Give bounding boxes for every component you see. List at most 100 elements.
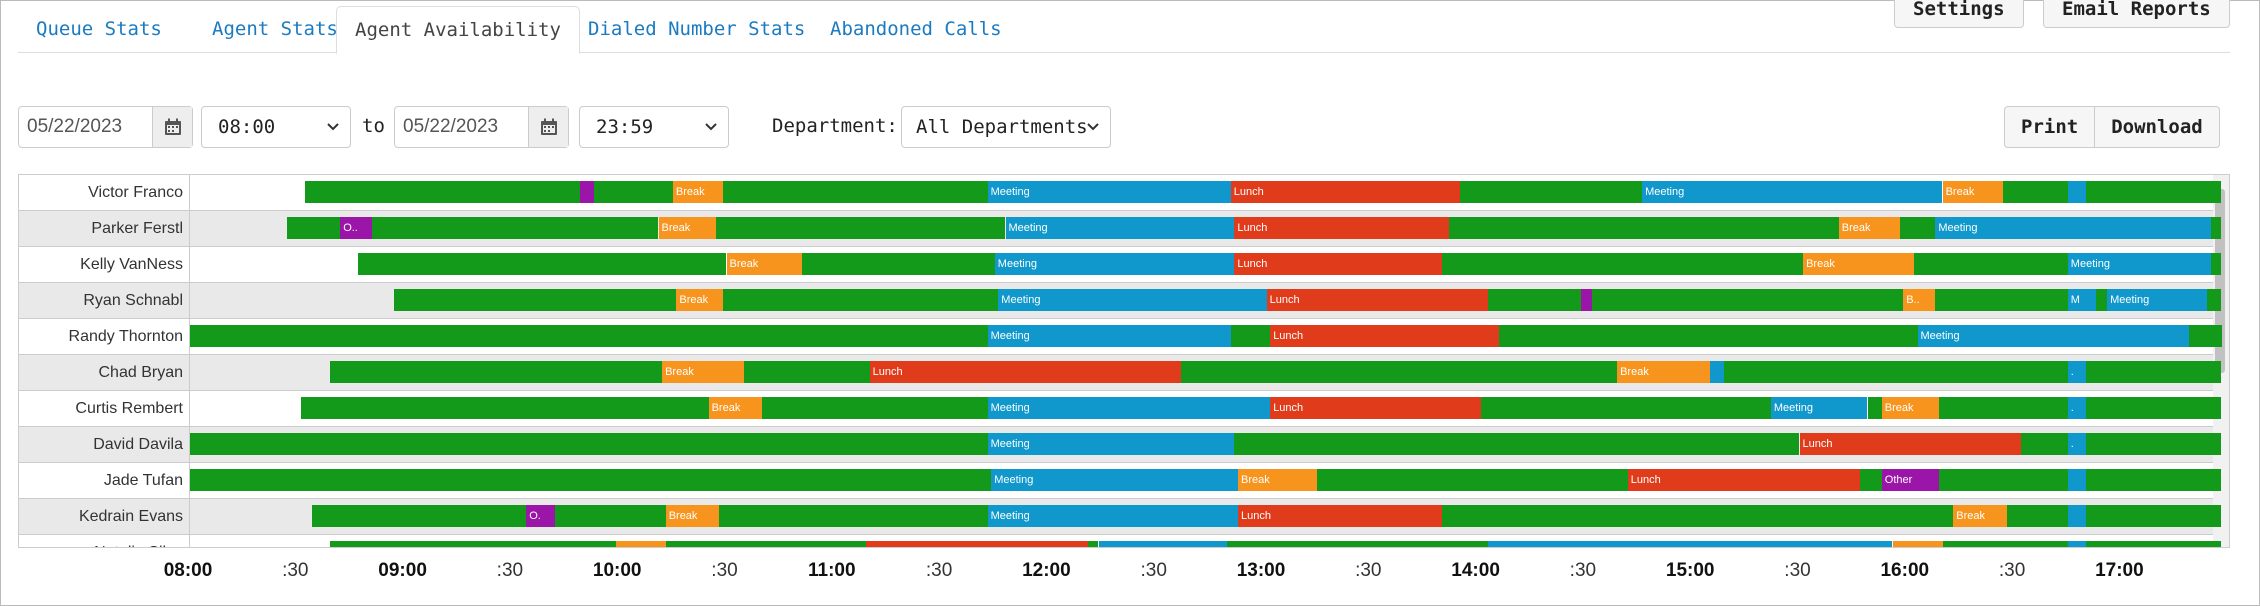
status-segment-available[interactable] [2085,469,2222,491]
status-segment-available[interactable] [665,541,866,547]
status-segment-available[interactable] [2021,433,2068,455]
status-segment-available[interactable] [329,361,663,383]
status-segment-available[interactable] [722,289,999,311]
tab-abandoned-calls[interactable]: Abandoned Calls [830,18,1002,40]
status-segment-available[interactable] [594,181,673,203]
status-segment-available[interactable] [722,181,988,203]
status-segment-available[interactable] [1860,469,1882,491]
status-segment-meeting[interactable]: . [2067,433,2086,455]
status-segment-meeting[interactable] [2067,469,2086,491]
status-segment-other[interactable]: O.. [340,217,373,239]
status-segment-available[interactable] [1939,397,2068,419]
status-segment-available[interactable] [2085,181,2222,203]
status-segment-meeting[interactable]: Meeting [987,505,1238,527]
start-time-select[interactable]: 08:00 [201,106,351,148]
status-segment-break[interactable]: Break [726,253,802,275]
status-segment-available[interactable] [1087,541,1099,547]
status-segment-lunch[interactable]: Lunch [1266,289,1489,311]
status-segment-meeting[interactable]: Meeting [987,433,1235,455]
status-segment-lunch[interactable]: Lunch [1234,253,1442,275]
status-segment-available[interactable] [801,253,995,275]
status-segment-meeting[interactable]: Meeting [1770,397,1868,419]
status-segment-available[interactable] [1724,361,2068,383]
status-segment-available[interactable] [2085,505,2222,527]
status-segment-available[interactable] [1227,541,1489,547]
status-segment-meeting[interactable] [2067,541,2086,547]
status-segment-other[interactable]: Other [1881,469,1939,491]
status-segment-meeting[interactable]: Meeting [1488,541,1893,547]
status-segment-available[interactable] [744,361,870,383]
status-segment-meeting[interactable] [1710,361,1725,383]
status-segment-lunch[interactable]: Lunch [1270,325,1500,347]
status-segment-available[interactable] [300,397,709,419]
status-segment-available[interactable] [1441,505,1954,527]
status-segment-lunch[interactable]: Lunch [1230,181,1460,203]
status-segment-meeting[interactable]: Meeting [987,325,1231,347]
status-segment-available[interactable] [1316,469,1628,491]
status-segment-break[interactable]: Break [1238,469,1317,491]
status-segment-meeting[interactable] [2067,181,2086,203]
status-segment-meeting[interactable]: Meeting [1005,217,1235,239]
calendar-icon[interactable] [152,107,192,147]
status-segment-available[interactable] [1914,253,2068,275]
status-segment-other[interactable] [1581,289,1592,311]
status-segment-available[interactable] [372,217,659,239]
status-segment-available[interactable] [1230,325,1271,347]
download-button[interactable]: Download [2095,106,2220,148]
status-segment-meeting[interactable]: Meeting [1642,181,1943,203]
status-segment-meeting[interactable]: Meeting [994,253,1235,275]
status-segment-available[interactable] [2210,217,2222,239]
status-segment-available[interactable] [1942,541,2068,547]
status-segment-break[interactable]: Break [1953,505,2007,527]
status-segment-break[interactable]: Break [615,541,666,547]
status-segment-available[interactable] [1935,289,2068,311]
status-segment-available[interactable] [1459,181,1643,203]
start-date-field[interactable]: 05/22/2023 [18,106,193,148]
status-segment-break[interactable]: Break [658,217,716,239]
status-segment-available[interactable] [190,469,992,491]
status-segment-break[interactable]: Break [1617,361,1711,383]
status-segment-available[interactable] [1441,253,1803,275]
status-segment-break[interactable]: Break [662,361,745,383]
status-segment-meeting[interactable]: Meeting [987,181,1231,203]
status-segment-meeting[interactable]: Meeting [1935,217,2211,239]
status-segment-available[interactable] [329,541,616,547]
status-segment-available[interactable] [311,505,527,527]
status-segment-meeting[interactable]: Meeting [987,397,1271,419]
status-segment-available[interactable] [1180,361,1618,383]
status-segment-break[interactable]: Break [1942,181,2004,203]
end-time-select[interactable]: 23:59 [579,106,729,148]
tab-agent-availability[interactable]: Agent Availability [336,6,580,54]
status-segment-meeting[interactable]: Meeting [991,469,1238,491]
status-segment-break[interactable]: Break [1881,397,1939,419]
status-segment-available[interactable] [719,505,988,527]
status-segment-available[interactable] [358,253,727,275]
status-segment-lunch[interactable]: Lunch [1627,469,1861,491]
status-segment-available[interactable] [190,433,988,455]
status-segment-available[interactable] [2210,253,2222,275]
tab-dialed-number-stats[interactable]: Dialed Number Stats [588,18,806,40]
status-segment-meeting[interactable]: . [2067,361,2086,383]
status-segment-available[interactable] [2085,361,2222,383]
status-segment-available[interactable] [1234,433,1800,455]
status-segment-break[interactable]: Break [1803,253,1914,275]
status-segment-available[interactable] [2085,397,2222,419]
status-segment-available[interactable] [190,325,988,347]
status-segment-available[interactable] [2085,541,2222,547]
status-segment-meeting[interactable]: Meeting [2107,289,2208,311]
status-segment-available[interactable] [1899,217,1936,239]
status-segment-available[interactable] [715,217,1006,239]
status-segment-available[interactable] [2006,505,2068,527]
email-reports-button[interactable]: Email Reports [2043,0,2230,28]
status-segment-available[interactable] [1488,289,1582,311]
status-segment-break[interactable]: Break [676,289,723,311]
status-segment-available[interactable] [1592,289,1904,311]
status-segment-meeting[interactable]: Meeting [1098,541,1228,547]
status-segment-available[interactable] [2207,289,2222,311]
status-segment-break[interactable]: Break [665,505,720,527]
status-segment-lunch[interactable]: Lunch [1799,433,2022,455]
status-segment-lunch[interactable]: Lunch [869,361,1181,383]
status-segment-break[interactable]: Break [1892,541,1943,547]
status-segment-available[interactable] [554,505,666,527]
status-segment-available[interactable] [1481,397,1771,419]
